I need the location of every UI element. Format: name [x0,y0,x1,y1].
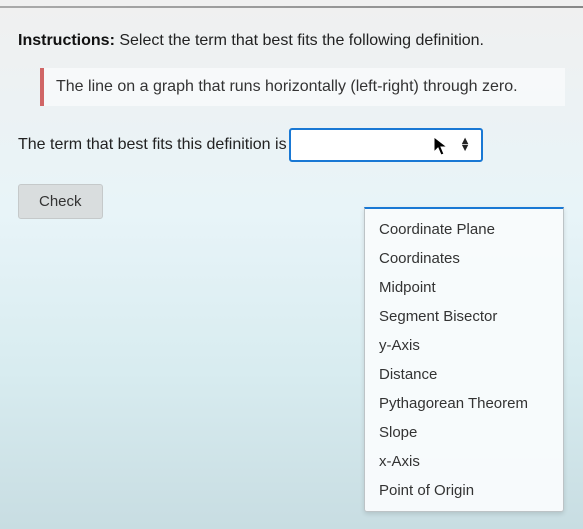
prompt-row: The term that best fits this definition … [18,128,565,162]
instructions-line: Instructions: Select the term that best … [18,32,565,50]
instructions-text: Select the term that best fits the follo… [119,32,484,49]
content-area: Instructions: Select the term that best … [0,8,583,219]
dropdown-item[interactable]: Coordinate Plane [365,215,563,244]
dropdown-item[interactable]: Segment Bisector [365,302,563,331]
dropdown-item[interactable]: Distance [365,360,563,389]
dropdown-item[interactable]: Pythagorean Theorem [365,389,563,418]
definition-box: The line on a graph that runs horizontal… [40,68,565,106]
check-button[interactable]: Check [18,184,103,219]
dropdown-item[interactable]: y-Axis [365,331,563,360]
dropdown-item[interactable]: Slope [365,418,563,447]
cursor-icon [433,136,451,158]
term-select[interactable]: ▲▼ [289,128,483,162]
dropdown-item[interactable]: x-Axis [365,447,563,476]
instructions-label: Instructions: [18,32,115,49]
dropdown-item[interactable]: Coordinates [365,244,563,273]
definition-text: The line on a graph that runs horizontal… [56,78,518,95]
dropdown-item[interactable]: Midpoint [365,273,563,302]
check-button-label: Check [39,193,82,210]
term-dropdown[interactable]: Coordinate PlaneCoordinatesMidpointSegme… [364,207,564,512]
dropdown-item[interactable]: Point of Origin [365,476,563,505]
select-wrap: ▲▼ [289,128,483,162]
prompt-text: The term that best fits this definition … [18,136,287,154]
chevron-updown-icon: ▲▼ [460,138,471,152]
